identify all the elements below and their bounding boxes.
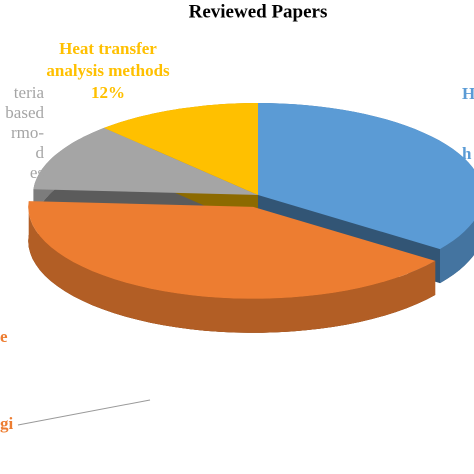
slice-label: es xyxy=(30,163,44,182)
value-label: 12% xyxy=(91,83,125,102)
slice-wall xyxy=(28,201,436,333)
slice-label: analysis methods xyxy=(46,61,170,80)
pie-slice xyxy=(104,103,258,195)
slice-label: rmo- xyxy=(11,123,44,142)
slice-label: e xyxy=(0,327,8,346)
pie-slice xyxy=(33,127,259,195)
pie-slice xyxy=(28,201,436,299)
leader-line xyxy=(17,399,151,426)
slice-label: d xyxy=(36,143,45,162)
slice-label: h xyxy=(462,144,472,163)
pie-slice xyxy=(258,103,474,250)
chart-title: Reviewed Papers xyxy=(189,1,328,22)
slice-label: H xyxy=(462,84,474,103)
slice-label: teria xyxy=(14,83,45,102)
slice-label: Heat transfer xyxy=(59,39,157,58)
slice-label: based xyxy=(5,103,44,122)
slice-label: gi xyxy=(0,414,14,433)
